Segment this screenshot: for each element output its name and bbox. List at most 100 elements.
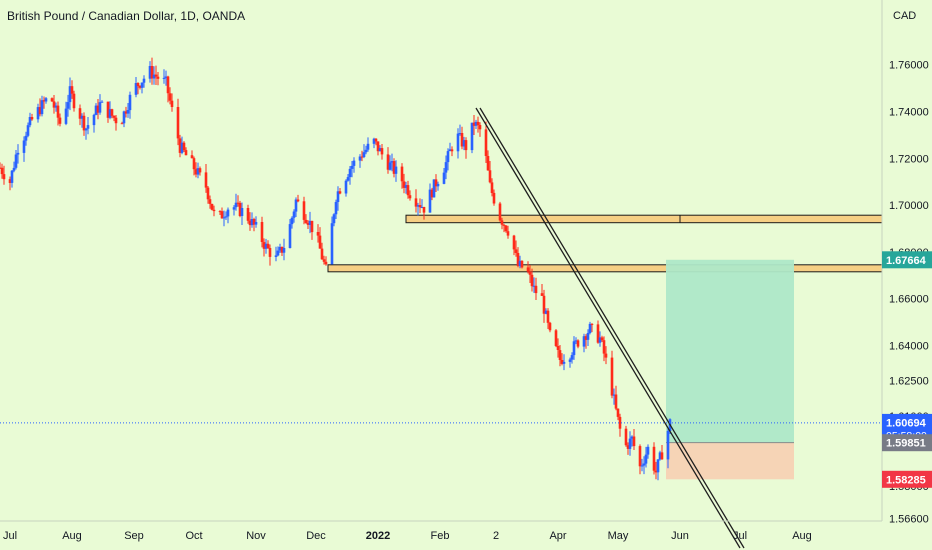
candle-body (126, 110, 130, 114)
candle-body (52, 101, 56, 108)
candle-body (178, 138, 182, 153)
trendline-segment[interactable] (475, 107, 741, 549)
candle-body (168, 93, 172, 101)
zone-rect[interactable] (405, 214, 883, 224)
candle-body (530, 274, 534, 287)
zone-rect[interactable] (327, 264, 883, 273)
candle-body (598, 337, 602, 343)
candle-body (320, 248, 324, 260)
candle-body (86, 125, 90, 129)
candle-body (260, 222, 264, 242)
candle-body (180, 142, 184, 153)
candle-body (40, 100, 44, 115)
candle-body (72, 93, 76, 109)
candle-body (464, 140, 468, 151)
candle-body (346, 177, 350, 181)
candle-body (66, 102, 70, 109)
candle-body (316, 232, 320, 236)
candle-body (252, 219, 256, 225)
candle-body (596, 324, 600, 343)
candle-body (502, 224, 506, 226)
candle-body (112, 115, 116, 118)
candle-body (542, 295, 546, 314)
candle-body (570, 355, 574, 360)
candle-body (362, 152, 366, 157)
candle-body (402, 181, 406, 188)
candle-body (476, 121, 480, 125)
price-label-text: 1.67664 (886, 255, 927, 267)
candle-body (602, 340, 606, 354)
candle-body (442, 172, 446, 184)
candle-body (618, 416, 622, 429)
long-position-tool[interactable] (666, 259, 794, 480)
trendline[interactable] (475, 107, 745, 549)
candle-body (22, 140, 26, 153)
candle-body (408, 195, 412, 199)
candle-body (394, 166, 398, 174)
candle-body (182, 142, 186, 151)
price-tick-label: 1.70000 (889, 200, 929, 212)
time-tick-label: Nov (246, 530, 266, 542)
price-label-text: 1.60694 (886, 417, 927, 429)
price-label-bg (882, 251, 932, 269)
candle-body (658, 452, 662, 460)
candle-body (626, 445, 630, 449)
candle-body (164, 76, 168, 78)
candle-body (246, 208, 250, 221)
candle-body (224, 216, 228, 218)
candle-body (544, 310, 548, 314)
candle-body (184, 150, 188, 156)
candle-body (500, 220, 504, 225)
candle-body (404, 185, 408, 188)
candle-body (12, 167, 16, 171)
candle-body (488, 170, 492, 183)
candle-body (456, 133, 460, 152)
time-tick-label: 2 (493, 530, 499, 542)
candle-body (576, 340, 580, 347)
candle-body (124, 111, 128, 114)
candle-body (0, 167, 4, 175)
candle-body (528, 271, 532, 275)
candle-body (444, 162, 448, 173)
candle-body (28, 117, 32, 126)
candle-body (484, 129, 488, 156)
candle-body (628, 438, 632, 449)
candle-body (348, 168, 352, 178)
candle-body (646, 446, 650, 455)
candle-body (308, 220, 312, 225)
candle-body (302, 201, 306, 220)
candle-body (262, 242, 266, 249)
candle-body (236, 202, 240, 204)
candle-body (416, 205, 420, 207)
candle-body (434, 179, 438, 187)
price-label-text: 1.59851 (886, 438, 926, 450)
trendline-segment[interactable] (479, 107, 745, 549)
currency-label: CAD (893, 10, 916, 22)
candle-body (232, 207, 236, 210)
candle-body (380, 148, 384, 155)
candle-body (666, 431, 670, 460)
candle-body (450, 149, 454, 152)
stop-zone[interactable] (666, 442, 794, 480)
candle-body (280, 246, 284, 253)
candle-body (56, 105, 60, 118)
candle-body (128, 94, 132, 111)
candle-body (14, 154, 18, 168)
candle-body (546, 310, 550, 323)
candle-body (254, 222, 258, 225)
candle-body (296, 199, 300, 202)
candle-body (64, 108, 68, 124)
candle-body (2, 174, 6, 180)
time-axis[interactable]: Jul Aug Sep Oct Nov Dec 2022 Feb 2 Apr May Jun Jul Au… (0, 520, 882, 542)
candle-body (462, 140, 466, 147)
time-tick-label: 2022 (366, 530, 390, 542)
candle-body (156, 76, 160, 79)
candle-body (378, 148, 382, 152)
candle-body (212, 209, 216, 212)
time-tick-label: Apr (549, 530, 566, 542)
candle-body (282, 248, 286, 253)
candle-body (78, 108, 82, 119)
candle-body (460, 133, 464, 147)
target-zone[interactable] (666, 259, 794, 443)
